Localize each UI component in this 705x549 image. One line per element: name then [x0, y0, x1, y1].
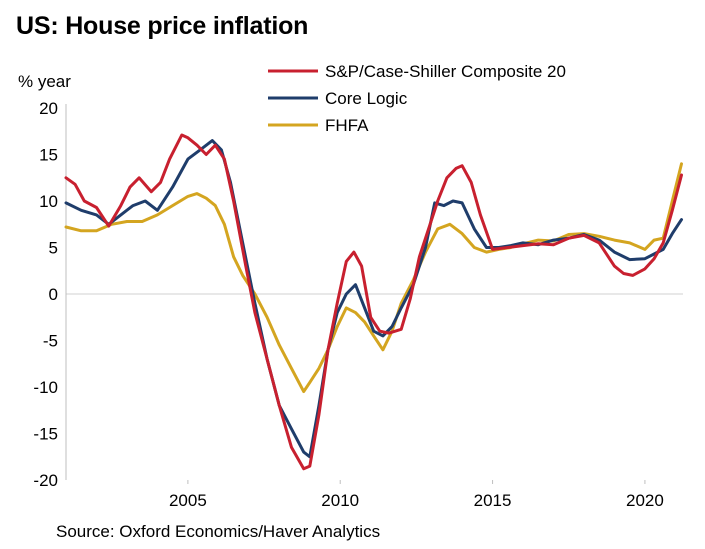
x-tick-label: 2005 — [169, 491, 207, 510]
y-tick-label: 15 — [39, 146, 58, 165]
y-tick-label: 0 — [49, 285, 58, 304]
y-tick-label: -5 — [43, 332, 58, 351]
y-tick-label: 5 — [49, 239, 58, 258]
legend-label: S&P/Case-Shiller Composite 20 — [325, 62, 566, 81]
legend-label: Core Logic — [325, 89, 408, 108]
y-tick-label: 20 — [39, 99, 58, 118]
chart-title: US: House price inflation — [16, 12, 309, 40]
x-tick-label: 2010 — [321, 491, 359, 510]
legend-label: FHFA — [325, 116, 369, 135]
series-line-fhfa — [64, 162, 683, 394]
x-tick-label: 2020 — [626, 491, 664, 510]
series-lines — [64, 133, 683, 471]
y-tick-label: -20 — [33, 471, 58, 490]
source-note: Source: Oxford Economics/Haver Analytics — [56, 522, 381, 541]
y-tick-label: -15 — [33, 425, 58, 444]
series-line-s-p-case-shiller-composite-20 — [64, 133, 683, 471]
x-tick-label: 2015 — [474, 491, 512, 510]
y-tick-label: 10 — [39, 192, 58, 211]
legend: S&P/Case-Shiller Composite 20 Core Logic F… — [268, 62, 566, 135]
series-line-core-logic — [64, 139, 683, 459]
y-axis-label: % year — [18, 72, 71, 91]
y-tick-label: -10 — [33, 378, 58, 397]
